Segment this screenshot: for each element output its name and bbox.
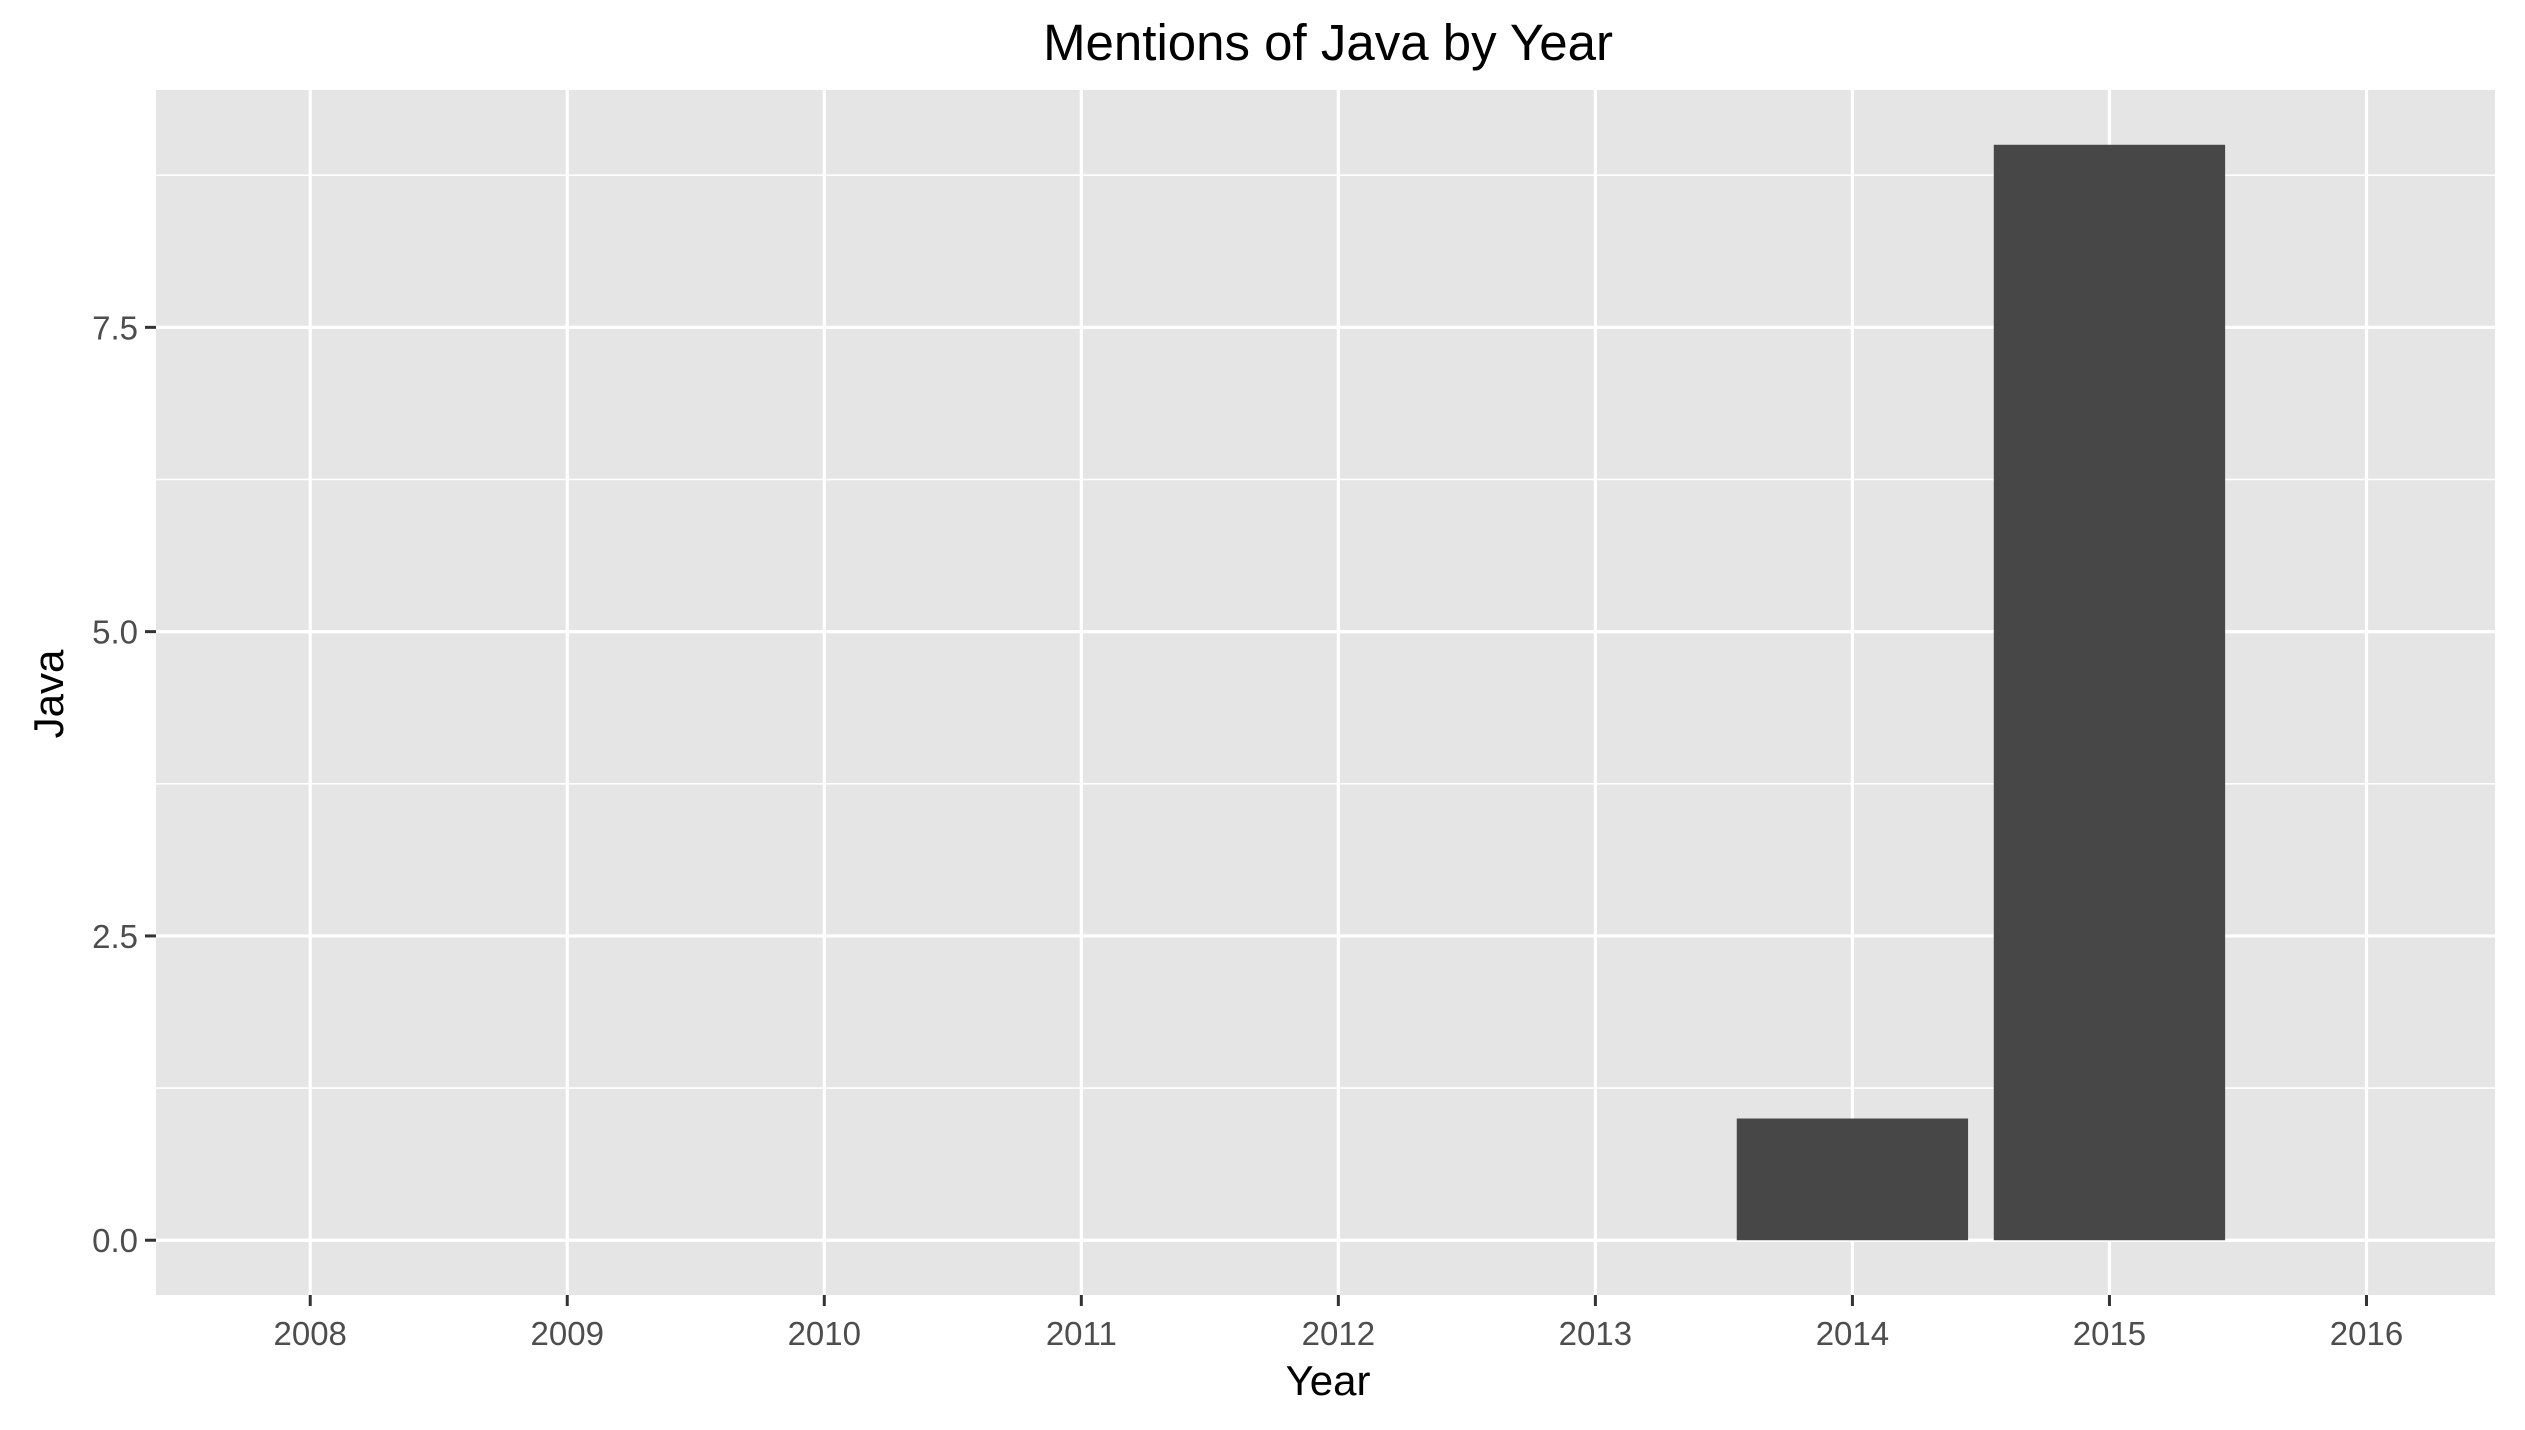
x-tick-label: 2008: [274, 1315, 347, 1352]
x-axis-title: Year: [1286, 1357, 1371, 1404]
bars: [1736, 144, 2226, 1241]
x-axis: 2008 2009 2010 2011 2012 2013 2014 2015 2016: [274, 1295, 2403, 1352]
x-tick-label: 2015: [2073, 1315, 2146, 1352]
chart-title: Mentions of Java by Year: [1043, 14, 1613, 71]
bar-2015: [1993, 144, 2226, 1241]
y-axis-title: Java: [25, 649, 72, 738]
x-tick-label: 2016: [2330, 1315, 2403, 1352]
y-axis: 0.0 2.5 5.0 7.5: [92, 309, 156, 1259]
y-tick-label: 7.5: [92, 309, 138, 346]
x-tick-label: 2011: [1046, 1315, 1117, 1352]
y-tick-label: 5.0: [92, 614, 138, 651]
bar-2014: [1736, 1118, 1969, 1241]
y-tick-label: 0.0: [92, 1222, 138, 1259]
x-tick-label: 2014: [1816, 1315, 1889, 1352]
x-tick-label: 2013: [1559, 1315, 1632, 1352]
x-tick-label: 2009: [531, 1315, 604, 1352]
x-tick-label: 2010: [788, 1315, 861, 1352]
y-tick-label: 2.5: [92, 918, 138, 955]
x-tick-label: 2012: [1302, 1315, 1375, 1352]
